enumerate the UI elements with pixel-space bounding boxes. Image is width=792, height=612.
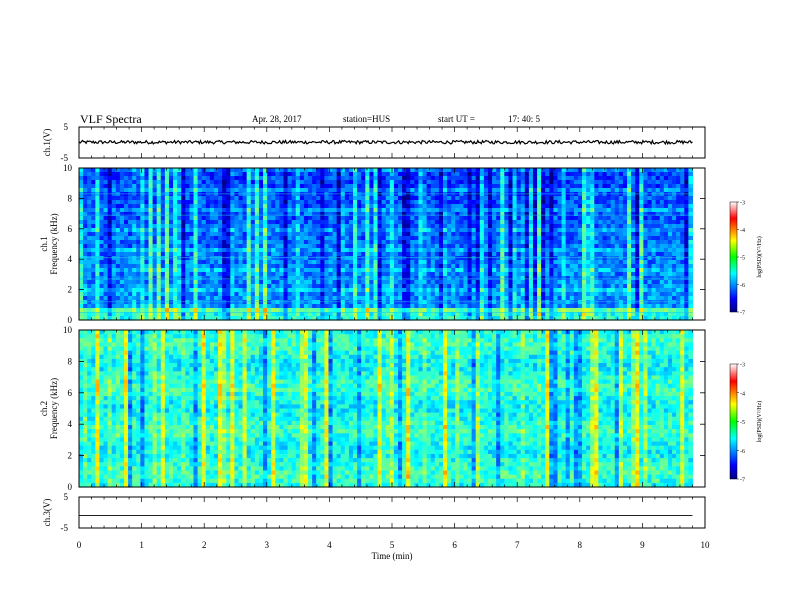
x-tick-label: 7 [515, 540, 520, 550]
ch1-waveform-trace [78, 139, 693, 146]
ch2-spectrogram-ytick: 0 [68, 482, 73, 492]
ch1-waveform-ylabel: ch.1(V) [42, 129, 52, 157]
ch2-spectrogram-colorbar-tick: -3 [740, 363, 745, 369]
ch1-spectrogram-ytick: 10 [63, 163, 73, 173]
ch1-spectrogram-ylabel: Frequency (kHz) [49, 213, 59, 274]
x-axis: 0 1 2 3 4 5 6 7 8 9 10 Time (min) [77, 540, 710, 561]
ch1-spectrogram-colorbar: -3 -4 -5 -6 -7 log(PSD)(V²/Hz) [729, 201, 763, 317]
x-tick-label: 1 [139, 540, 144, 550]
x-tick-label: 0 [77, 540, 82, 550]
ch2-spectrogram-image [79, 330, 694, 488]
ch1-spectrogram-colorbar-label: log(PSD)(V²/Hz) [756, 236, 763, 277]
ch2-spectrogram-colorbar-label: log(PSD)(V²/Hz) [756, 401, 763, 442]
ch1-waveform-ytick: 5 [64, 122, 69, 132]
ch1-spectrogram-ytick: 4 [68, 254, 73, 264]
ch2-spectrogram-ytick: 2 [68, 451, 73, 461]
ch1-spectrogram-colorbar-tick: -6 [740, 283, 745, 289]
ch2-spectrogram-colorbar-tick: -6 [740, 449, 745, 455]
x-tick-label: 10 [701, 540, 711, 550]
ch3-waveform-panel: ch.3(V) 5 -5 [42, 492, 706, 533]
start-time-value: 17: 40: 5 [508, 114, 541, 124]
ch2-spectrogram-panel: ch.2 Frequency (kHz) 0 2 4 6 8 10 -3 -4 -5 -6 -7 log(… [39, 325, 763, 492]
date-label: Apr. 28, 2017 [252, 114, 302, 124]
ch1-spectrogram-colorbar-tick: -5 [740, 256, 745, 262]
ch2-spectrogram-ytick: 10 [63, 325, 73, 335]
ch2-spectrogram-ytick: 8 [68, 356, 73, 366]
x-tick-label: 8 [578, 540, 583, 550]
x-tick-label: 3 [265, 540, 270, 550]
ch1-spectrogram-image [79, 168, 694, 321]
ch3-waveform-ytick: -5 [61, 523, 69, 533]
x-tick-label: 9 [640, 540, 645, 550]
ch2-spectrogram-colorbar-tick: -7 [740, 478, 745, 484]
ch1-spectrogram-colorbar-tick: -3 [740, 201, 745, 207]
chart-title: VLF Spectra [80, 112, 142, 126]
ch1-spectrogram-colorbar-tick: -7 [740, 311, 745, 317]
x-tick-label: 4 [327, 540, 332, 550]
ch2-spectrogram-colorbar-tick: -4 [740, 391, 745, 397]
start-ut-label: start UT = [438, 114, 475, 124]
ch3-waveform-ylabel: ch.3(V) [42, 499, 52, 527]
x-tick-label: 5 [390, 540, 395, 550]
ch1-spectrogram-colorbar-tick: -4 [740, 228, 745, 234]
ch2-spectrogram-ytick: 4 [68, 419, 73, 429]
ch1-waveform-panel: ch.1(V) 5 -5 [42, 122, 706, 163]
ch1-spectrogram-channel-label: ch.1 [39, 236, 49, 251]
ch2-spectrogram-colorbar-tick: -5 [740, 420, 745, 426]
x-tick-label: 6 [452, 540, 457, 550]
ch1-spectrogram-panel: ch.1 Frequency (kHz) 0 2 4 6 8 10 -3 -4 -5 -6 -7 log(… [39, 163, 763, 325]
ch1-waveform-ytick: -5 [61, 153, 69, 163]
x-tick-label: 2 [202, 540, 207, 550]
ch2-spectrogram-channel-label: ch.2 [39, 401, 49, 416]
x-axis-label: Time (min) [372, 551, 413, 561]
ch1-spectrogram-ytick: 6 [68, 224, 73, 234]
ch2-spectrogram-ytick: 6 [68, 388, 73, 398]
ch1-spectrogram-ytick: 2 [68, 285, 73, 295]
ch1-spectrogram-ytick: 8 [68, 193, 73, 203]
ch2-spectrogram-ylabel: Frequency (kHz) [49, 378, 59, 439]
ch1-spectrogram-ytick: 0 [68, 315, 73, 325]
ch2-spectrogram-colorbar: -3 -4 -5 -6 -7 log(PSD)(V²/Hz) [729, 363, 763, 484]
ch3-waveform-ytick: 5 [64, 492, 69, 502]
station-label: station=HUS [343, 114, 391, 124]
